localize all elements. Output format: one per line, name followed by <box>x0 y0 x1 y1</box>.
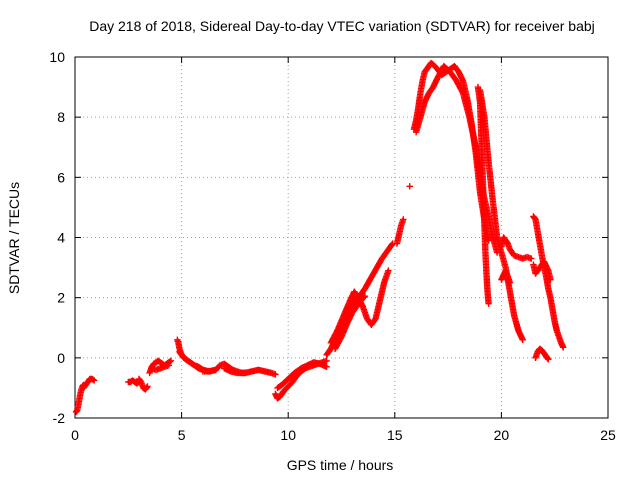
x-tick-label: 5 <box>178 427 186 443</box>
y-tick-label: 6 <box>57 169 65 185</box>
data-point <box>528 255 535 262</box>
x-axis-label: GPS time / hours <box>287 457 394 473</box>
data-series <box>393 216 407 247</box>
data-point <box>167 357 175 365</box>
y-tick-label: 0 <box>57 350 65 366</box>
data-series <box>148 362 173 374</box>
data-series <box>80 375 98 392</box>
data-point <box>89 376 97 383</box>
data-point <box>545 356 552 363</box>
data-point <box>388 241 396 248</box>
data-point <box>361 292 369 300</box>
data-point <box>323 363 330 371</box>
data-point <box>506 279 514 286</box>
data-point <box>560 344 567 351</box>
y-tick-label: 10 <box>49 49 65 65</box>
data-point <box>143 384 150 391</box>
y-tick-label: 8 <box>57 109 65 125</box>
data-series <box>221 365 279 378</box>
data-series <box>406 183 413 190</box>
data-series <box>135 375 151 393</box>
data-series <box>498 234 535 262</box>
chart-title: Day 218 of 2018, Sidereal Day-to-day VTE… <box>89 18 595 34</box>
data-point <box>360 294 368 301</box>
axes: 0 5 10 15 20 25 -2 0 2 4 6 8 10 <box>49 49 616 443</box>
data-point <box>544 355 551 362</box>
data-point <box>519 336 526 343</box>
x-tick-label: 15 <box>387 427 403 443</box>
y-axis-label: SDTVAR / TECUs <box>6 182 22 294</box>
data-point <box>272 371 279 378</box>
x-tick-label: 20 <box>494 427 510 443</box>
y-tick-label: -2 <box>53 410 66 426</box>
data-point <box>385 267 392 274</box>
data-series <box>331 292 369 353</box>
data-point <box>459 88 466 95</box>
y-tick-label: 2 <box>57 290 65 306</box>
x-tick-label: 25 <box>600 427 616 443</box>
data-point <box>400 216 407 223</box>
data-point <box>90 377 98 384</box>
x-tick-label: 0 <box>71 427 79 443</box>
data-series <box>532 345 552 363</box>
grid <box>75 57 608 418</box>
data-series <box>530 213 567 351</box>
data-point <box>166 358 174 365</box>
data-series <box>530 258 554 283</box>
data-point <box>485 300 492 307</box>
data-points <box>72 59 567 416</box>
data-point <box>547 276 554 283</box>
y-tick-label: 4 <box>57 230 65 246</box>
data-series <box>498 267 514 286</box>
data-point <box>144 383 151 390</box>
data-point <box>406 183 413 190</box>
data-point <box>323 357 330 365</box>
data-point <box>165 362 173 369</box>
data-series <box>274 359 330 392</box>
x-tick-label: 10 <box>280 427 296 443</box>
